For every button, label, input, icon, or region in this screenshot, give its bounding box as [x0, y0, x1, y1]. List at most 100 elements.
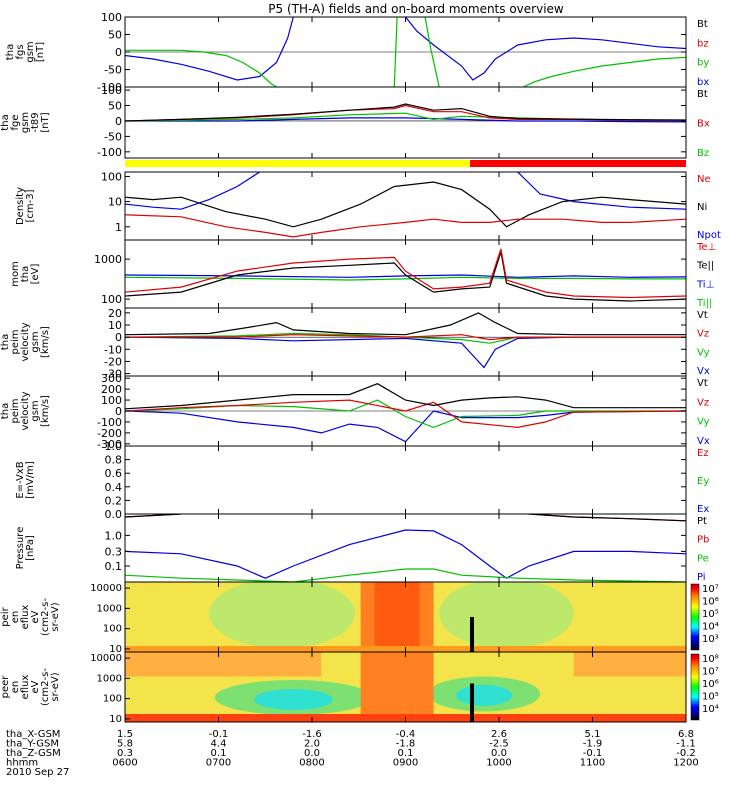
- y-tick-label: 10: [108, 319, 122, 332]
- y-tick-label: 1000: [94, 253, 122, 266]
- panels: 100500-50-100Btbzbybxthafgsgsm[nT]100500…: [0, 11, 721, 725]
- legend-item: Pi: [697, 572, 706, 583]
- legend-item: Bz: [697, 148, 709, 159]
- panel-9: 10⁷10⁶10⁵10⁴10³10000100010010thapeirenef…: [0, 579, 719, 655]
- colorbar-tick-label: 10⁸: [702, 654, 719, 665]
- y-tick-label: 100: [101, 84, 122, 97]
- y-tick-label: 10000: [90, 583, 122, 594]
- panel-frame: [125, 240, 686, 308]
- y-tick-label: 100: [103, 624, 122, 635]
- y-axis-label-line: [nT]: [35, 42, 46, 62]
- legend-item: Vx: [697, 366, 710, 377]
- panel-frame: [125, 514, 686, 582]
- y-tick-label: 50: [108, 100, 122, 113]
- legend-item: Bt: [697, 19, 708, 30]
- series-line: [406, 17, 687, 80]
- legend-item: Pt: [697, 516, 707, 527]
- legend-item: Pb: [697, 535, 709, 546]
- legend-item: Vz: [697, 329, 709, 340]
- series-line: [125, 400, 686, 427]
- y-axis-label: momtha[eV]: [10, 261, 41, 287]
- x-axis-value: 1200: [673, 758, 698, 769]
- series-line: [125, 384, 686, 409]
- mode-bar-slow-survey: [125, 160, 470, 167]
- legend-item: Ti⊥: [696, 279, 714, 290]
- series-line: [125, 313, 686, 335]
- overview-figure: P5 (TH-A) fields and on-board moments ov…: [0, 0, 750, 800]
- legend-item: Vt: [697, 378, 708, 389]
- y-tick-label: 100: [101, 11, 122, 24]
- series-line: [125, 337, 686, 367]
- y-tick-label: 100: [101, 293, 122, 306]
- spectrogram-region: [125, 652, 321, 677]
- legend-item: Vy: [697, 417, 710, 428]
- y-axis-label-line: [nPa]: [25, 535, 36, 561]
- legend-item: Ne: [697, 174, 711, 185]
- series-line: [529, 514, 686, 521]
- y-tick-label: 100: [101, 170, 122, 183]
- y-tick-label: 1000: [97, 673, 122, 684]
- panel-3: 100101NeNiNpotDensity[cm-3]: [15, 170, 721, 241]
- data-gap-bar: [470, 617, 474, 652]
- x-axis-labels: tha_X-GSMtha_Y-GSMtha_Z-GSMhhmm1.55.80.3…: [6, 729, 699, 778]
- legend-item: Ni: [697, 202, 707, 213]
- series-group: [125, 384, 686, 442]
- legend-item: Ey: [697, 476, 709, 487]
- series-line: [125, 411, 686, 442]
- y-tick-label: 20: [108, 307, 122, 320]
- y-tick-label: -50: [104, 64, 122, 77]
- series-group: [125, 249, 686, 301]
- y-axis-label-line: [eV]: [30, 264, 41, 285]
- colorbar-tick-label: 10⁶: [702, 597, 719, 608]
- y-axis-label: thapeirenefluxeV(cm2-s-sr-eV): [0, 598, 61, 636]
- series-line: [518, 172, 686, 209]
- panel-7: 1.00.80.60.40.20.0EzEyExE=-VxB[mV/m]: [15, 440, 709, 521]
- x-axis-value: 0900: [393, 758, 418, 769]
- series-group: [125, 313, 686, 368]
- series-line: [523, 57, 686, 87]
- y-tick-label: 10: [108, 196, 122, 209]
- y-axis-label: thafgegsm-t89[nT]: [0, 112, 51, 133]
- series-line: [125, 249, 686, 298]
- y-axis-label-line: [nT]: [40, 112, 51, 132]
- spectrogram-region: [574, 652, 686, 677]
- series-line: [125, 172, 260, 209]
- y-axis-label-line: [km/s]: [40, 395, 51, 427]
- y-axis-label-line: [km/s]: [40, 326, 51, 358]
- y-axis-label-line: sr-eV): [50, 602, 61, 631]
- y-tick-label: -20: [104, 355, 122, 368]
- panel-frame: [125, 446, 686, 514]
- y-tick-label: -100: [97, 146, 122, 159]
- panel-1: 100500-50-100Btbzbybxthafgsgsm[nT]: [5, 11, 709, 94]
- figure-title: P5 (TH-A) fields and on-board moments ov…: [268, 2, 564, 16]
- y-axis-label: Pressure[nPa]: [15, 527, 36, 570]
- y-tick-label: 50: [108, 29, 122, 42]
- y-tick-label: 0.0: [105, 508, 123, 521]
- spectrogram-region: [375, 582, 420, 652]
- y-axis-label-line: [mV/m]: [25, 461, 36, 499]
- y-tick-label: 0: [115, 46, 122, 59]
- y-axis-label: thafgsgsm[nT]: [5, 41, 46, 62]
- y-tick-label: 0: [115, 115, 122, 128]
- spectrogram: [125, 579, 686, 653]
- y-tick-label: 0.4: [105, 481, 123, 494]
- spectrogram-region: [254, 689, 333, 710]
- legend-item: Npot: [697, 230, 721, 241]
- x-axis-value: 0700: [206, 758, 231, 769]
- series-line: [125, 530, 686, 578]
- y-tick-label: 0.1: [105, 560, 123, 573]
- y-tick-label: 0.2: [105, 494, 123, 507]
- y-tick-label: 1.0: [105, 440, 123, 453]
- y-tick-label: 1000: [97, 603, 122, 614]
- series-line: [125, 17, 293, 80]
- x-axis-value: 0800: [299, 758, 324, 769]
- mode-bar-fast-survey: [470, 160, 686, 167]
- legend-item: by: [697, 58, 709, 69]
- legend-item: Te||: [696, 261, 714, 272]
- panel-5: 20100-10-20-30VtVzVyVxthapeimvelocitygsm…: [0, 307, 710, 381]
- y-tick-label: 10: [109, 714, 122, 725]
- legend-item: bz: [697, 38, 709, 49]
- legend-item: bx: [697, 77, 709, 88]
- y-tick-label: 10000: [90, 653, 122, 664]
- series-group: [125, 104, 686, 122]
